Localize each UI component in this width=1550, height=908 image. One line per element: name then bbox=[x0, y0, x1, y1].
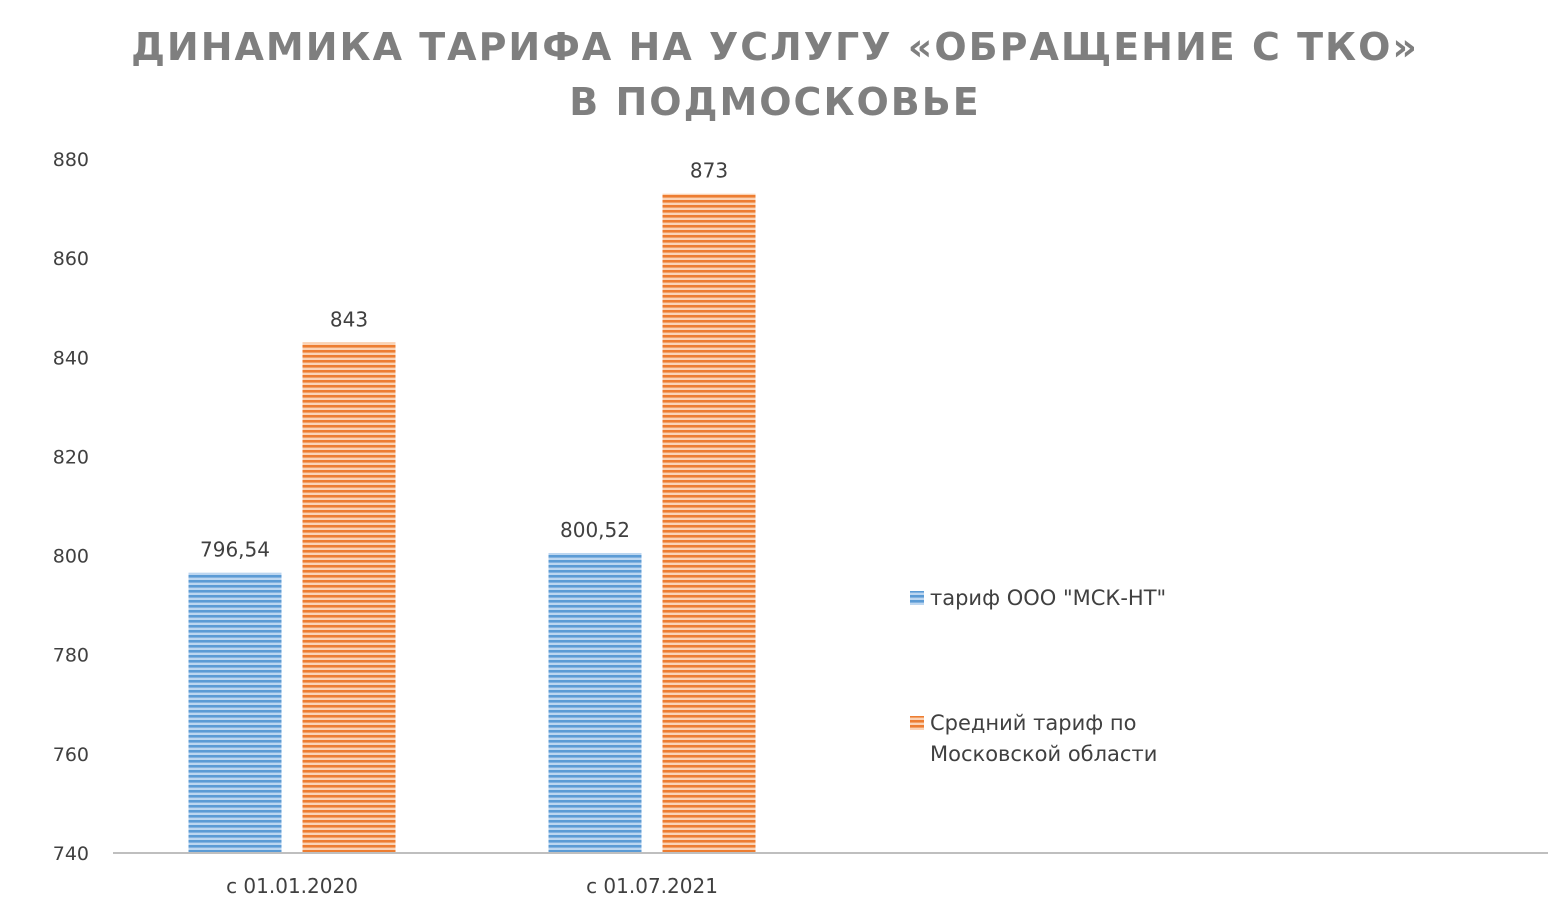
bar-series-1-1 bbox=[188, 572, 282, 853]
legend-label-series-1: тариф ООО "МСК-НТ" bbox=[930, 586, 1166, 610]
data-label: 796,54 bbox=[200, 538, 270, 562]
chart-title-line-1: ДИНАМИКА ТАРИФА НА УСЛУГУ «ОБРАЩЕНИЕ С Т… bbox=[131, 25, 1419, 69]
y-tick-label: 820 bbox=[53, 446, 89, 468]
y-tick-label: 880 bbox=[53, 149, 89, 171]
bar-series-1-2 bbox=[548, 552, 642, 853]
legend-label-series-2-line-1: Средний тариф по bbox=[930, 711, 1136, 735]
y-tick-label: 740 bbox=[53, 843, 89, 865]
legend-swatch-series-2 bbox=[910, 716, 924, 730]
data-label: 800,52 bbox=[560, 518, 630, 542]
x-category-label: с 01.01.2020 bbox=[226, 874, 358, 898]
x-category-label: с 01.07.2021 bbox=[586, 874, 718, 898]
y-tick-label: 860 bbox=[53, 248, 89, 270]
chart-title-line-2: В ПОДМОСКОВЬЕ bbox=[569, 80, 980, 124]
legend: тариф ООО "МСК-НТ" Средний тариф по Моск… bbox=[910, 586, 1166, 766]
y-tick-label: 840 bbox=[53, 347, 89, 369]
legend-label-series-2-line-2: Московской области bbox=[930, 742, 1157, 766]
data-label: 843 bbox=[330, 307, 368, 331]
data-label: 873 bbox=[690, 159, 728, 183]
bar-series-2-2 bbox=[662, 193, 756, 853]
bar-series-2-1 bbox=[302, 342, 396, 853]
y-tick-label: 800 bbox=[53, 546, 89, 568]
y-tick-label: 760 bbox=[53, 744, 89, 766]
legend-swatch-series-1 bbox=[910, 591, 924, 605]
y-tick-label: 780 bbox=[53, 645, 89, 667]
